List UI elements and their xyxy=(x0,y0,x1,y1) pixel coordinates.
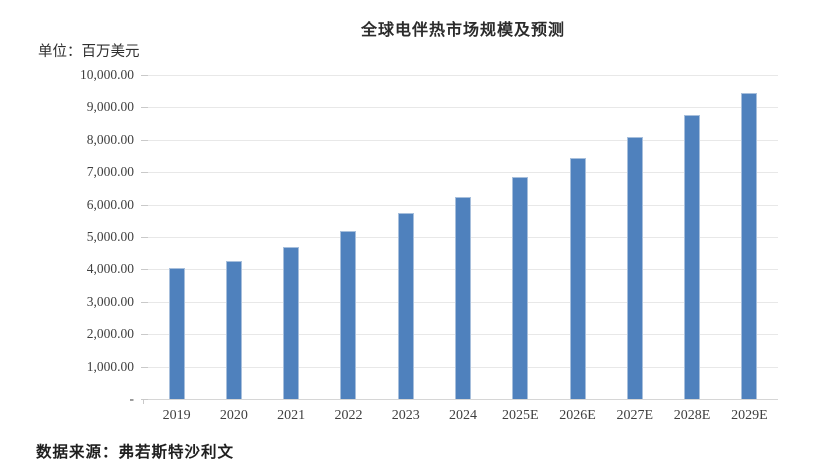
y-tick-mark xyxy=(141,334,148,335)
y-tick-label: 10,000.00 xyxy=(80,67,134,82)
y-tick-mark xyxy=(141,237,148,238)
bar-2029E xyxy=(741,93,757,399)
y-gridline xyxy=(148,140,778,141)
y-tick-label: 1,000.00 xyxy=(86,359,134,374)
y-tick-label: 8,000.00 xyxy=(86,132,134,147)
bar-2020 xyxy=(226,261,242,399)
x-tick-label: 2023 xyxy=(391,408,420,423)
y-tick-label: 9,000.00 xyxy=(86,99,134,114)
x-tick-label: 2022 xyxy=(334,408,363,423)
y-tick-mark xyxy=(141,302,148,303)
y-tick-mark xyxy=(141,269,148,270)
y-gridline xyxy=(148,172,778,173)
y-tick-label: 7,000.00 xyxy=(86,164,134,179)
chart-title: 全球电伴热市场规模及预测 xyxy=(360,22,565,39)
bar-2019 xyxy=(169,268,185,399)
y-tick-label: - xyxy=(129,391,135,406)
x-tick-label: 2029E xyxy=(731,408,768,423)
unit-label: 单位：百万美元 xyxy=(38,44,140,60)
x-tick-label: 2028E xyxy=(673,408,711,423)
x-tick-label: 2026E xyxy=(559,408,596,423)
y-tick-mark xyxy=(141,205,148,206)
y-tick-label: 6,000.00 xyxy=(86,197,134,212)
source-label: 数据来源：弗若斯特沙利文 xyxy=(36,444,235,461)
y-tick-label: 2,000.00 xyxy=(86,326,134,341)
x-origin-tick xyxy=(143,399,144,404)
x-tick-label: 2025E xyxy=(501,408,539,423)
x-tick-label: 2020 xyxy=(219,408,248,423)
plot-area: 10,000.00 9,000.00 8,000.00 7,000.00 6,000.0… xyxy=(80,67,778,423)
bar-2025E xyxy=(512,177,528,399)
bar-2023 xyxy=(398,213,414,399)
bar-2026E xyxy=(570,158,586,399)
x-axis-line xyxy=(148,399,778,400)
bar-2028E xyxy=(684,115,700,399)
bar-2027E xyxy=(627,137,643,399)
y-gridline xyxy=(148,75,778,76)
y-tick-mark xyxy=(141,172,148,173)
y-gridline xyxy=(148,107,778,108)
y-tick-mark xyxy=(141,140,148,141)
bar-2022 xyxy=(340,231,356,399)
y-tick-label: 3,000.00 xyxy=(86,294,134,309)
x-tick-label: 2019 xyxy=(162,408,191,423)
x-tick-label: 2027E xyxy=(616,408,654,423)
y-tick-label: 4,000.00 xyxy=(86,261,134,276)
bar-2021 xyxy=(283,247,299,399)
bar-2024 xyxy=(455,197,471,399)
x-tick-label: 2021 xyxy=(277,408,306,423)
x-tick-label: 2024 xyxy=(449,408,477,423)
y-tick-mark xyxy=(141,367,148,368)
y-tick-mark xyxy=(141,399,148,400)
y-tick-mark xyxy=(141,107,148,108)
y-tick-label: 5,000.00 xyxy=(86,229,134,244)
y-tick-mark xyxy=(141,75,148,76)
